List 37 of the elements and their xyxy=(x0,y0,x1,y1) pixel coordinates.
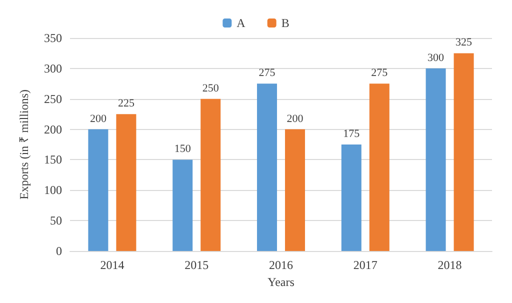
x-axis-title: Years xyxy=(268,274,295,289)
data-label: 150 xyxy=(174,143,192,156)
bar xyxy=(341,144,362,251)
legend-label: B xyxy=(281,16,290,30)
x-tick-label: 2014 xyxy=(100,258,124,272)
bar xyxy=(257,84,277,251)
x-tick-label: 2016 xyxy=(269,258,293,272)
data-label: 300 xyxy=(428,52,445,64)
x-tick-label: 2018 xyxy=(438,258,462,272)
data-label: 175 xyxy=(343,128,360,140)
bar xyxy=(200,98,221,251)
bar xyxy=(426,68,446,251)
x-tick-label: 2017 xyxy=(353,258,378,272)
bar xyxy=(285,129,305,251)
data-label: 325 xyxy=(456,36,473,49)
legend-label: A xyxy=(236,16,246,30)
y-tick-label: 0 xyxy=(56,244,62,258)
y-tick-label: 50 xyxy=(50,214,62,228)
data-label: 200 xyxy=(90,112,107,125)
x-tick-label: 2015 xyxy=(184,258,209,272)
y-tick-label: 150 xyxy=(44,152,62,167)
y-tick-label: 200 xyxy=(44,122,62,136)
data-label: 200 xyxy=(286,112,304,125)
y-axis-title: Exports (in ₹ millions) xyxy=(17,90,31,200)
y-tick-label: 350 xyxy=(44,31,62,45)
data-label: 275 xyxy=(258,67,276,80)
y-tick-label: 250 xyxy=(44,92,62,106)
data-label: 250 xyxy=(202,82,220,94)
bar xyxy=(454,53,474,251)
y-tick-label: 300 xyxy=(44,61,62,76)
bar xyxy=(88,129,108,251)
data-label: 275 xyxy=(371,67,388,80)
bar xyxy=(369,84,390,251)
y-tick-label: 100 xyxy=(44,183,62,198)
bar xyxy=(116,114,136,251)
bar xyxy=(172,160,193,251)
data-label: 225 xyxy=(118,98,135,110)
